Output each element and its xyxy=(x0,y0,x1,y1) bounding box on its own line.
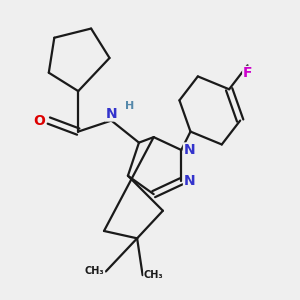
Text: N: N xyxy=(106,107,117,121)
Text: CH₃: CH₃ xyxy=(85,266,105,277)
Text: N: N xyxy=(184,143,195,157)
Text: N: N xyxy=(184,174,195,188)
Text: H: H xyxy=(125,101,134,111)
Text: CH₃: CH₃ xyxy=(144,270,164,280)
Text: F: F xyxy=(243,66,252,80)
Text: O: O xyxy=(34,114,46,128)
